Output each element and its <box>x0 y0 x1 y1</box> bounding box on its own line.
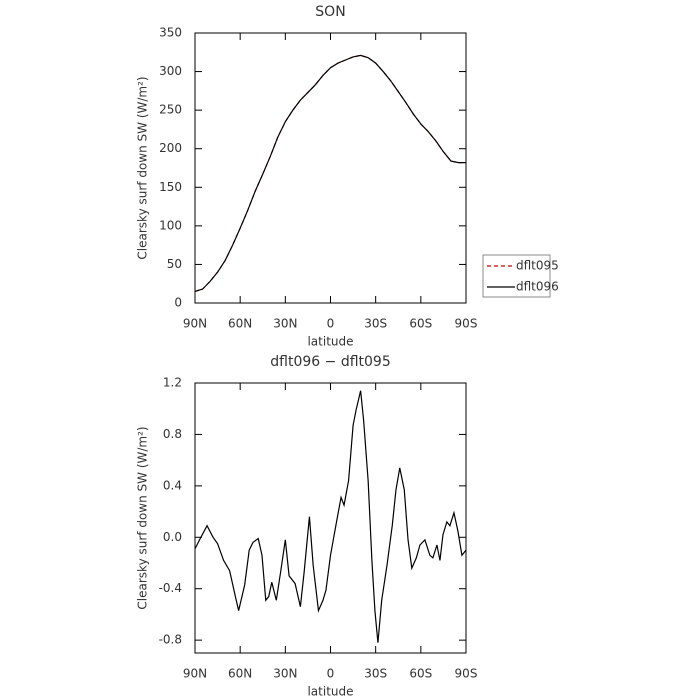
y-axis-label: Clearsky surf down SW (W/m²) <box>136 426 150 609</box>
x-tick-label: 30N <box>273 667 297 681</box>
x-axis-label: latitude <box>307 335 353 349</box>
y-tick-label: 0 <box>174 296 182 310</box>
y-tick-label: 0.8 <box>163 427 182 441</box>
y-tick-label: 50 <box>167 257 182 271</box>
plot-frame <box>194 32 467 304</box>
plot-frame <box>194 382 467 654</box>
y-tick-label: 0.0 <box>163 530 182 544</box>
x-tick-label: 90S <box>455 667 478 681</box>
data-line <box>194 390 467 643</box>
y-tick-label: 200 <box>159 141 182 155</box>
y-tick-label: -0.8 <box>159 633 182 647</box>
y-tick-label: 1.2 <box>163 376 182 390</box>
x-tick-label: 60S <box>409 317 432 331</box>
x-tick-label: 90N <box>183 667 207 681</box>
x-tick-label: 30S <box>364 317 387 331</box>
legend-label: dflt096 <box>516 280 559 294</box>
y-axis-label: Clearsky surf down SW (W/m²) <box>136 76 150 259</box>
x-tick-label: 0 <box>327 667 335 681</box>
x-tick-label: 60S <box>409 667 432 681</box>
x-tick-label: 0 <box>327 317 335 331</box>
legend-label: dflt095 <box>516 259 559 273</box>
x-tick-label: 90S <box>455 317 478 331</box>
x-tick-label: 60N <box>228 667 252 681</box>
data-line <box>194 54 466 293</box>
y-tick-label: 0.4 <box>163 478 182 492</box>
x-tick-label: 30N <box>273 317 297 331</box>
x-axis-label: latitude <box>307 685 353 699</box>
chart-title: dflt096 − dflt095 <box>270 354 390 370</box>
data-line <box>194 54 466 293</box>
x-tick-label: 30S <box>364 667 387 681</box>
y-tick-label: -0.4 <box>159 581 182 595</box>
x-tick-label: 60N <box>228 317 252 331</box>
y-tick-label: 100 <box>159 218 182 232</box>
y-tick-label: 150 <box>159 180 182 194</box>
chart-title: SON <box>315 4 345 20</box>
y-tick-label: 250 <box>159 103 182 117</box>
y-tick-label: 350 <box>159 26 182 40</box>
y-tick-label: 300 <box>159 64 182 78</box>
x-tick-label: 90N <box>183 317 207 331</box>
legend-box <box>482 254 551 298</box>
